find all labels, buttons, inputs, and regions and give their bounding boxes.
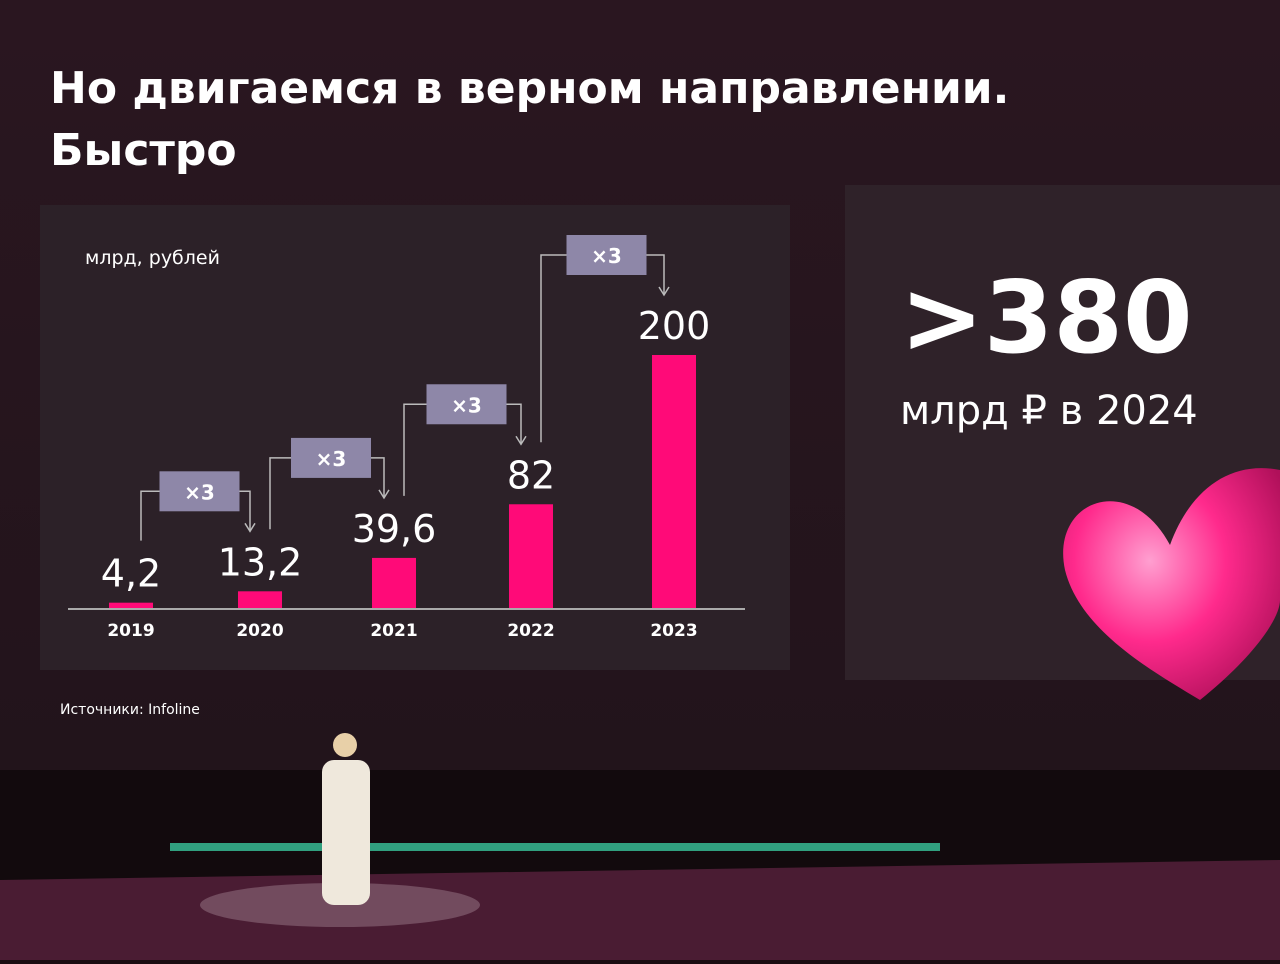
- arrowhead: [378, 489, 390, 500]
- x-tick-label: 2019: [107, 621, 154, 641]
- annotation: ×3: [451, 393, 482, 417]
- bar: [109, 602, 153, 608]
- arrowhead: [515, 435, 527, 446]
- annotation-box: [291, 437, 371, 478]
- connector: [140, 490, 251, 541]
- y-label: млрд, рублей: [85, 247, 220, 269]
- connector: [540, 254, 665, 443]
- callout-caption: млрд ₽ в 2024: [900, 388, 1198, 434]
- bar: [509, 504, 553, 608]
- heart: [1063, 468, 1280, 700]
- value-label: 39,6: [352, 507, 437, 551]
- arrowhead: [244, 522, 256, 533]
- callout-value: >380: [900, 259, 1193, 376]
- source: Источники: Infoline: [60, 702, 200, 718]
- value-label: 13,2: [218, 540, 303, 584]
- speaker-head: [333, 733, 357, 757]
- x-tick-label: 2022: [507, 621, 554, 641]
- value-label: 4,2: [101, 552, 161, 596]
- annotation: ×3: [316, 447, 347, 471]
- connector: [269, 457, 385, 530]
- bar: [652, 355, 696, 608]
- annotation-box: [426, 384, 507, 425]
- value-label: 200: [638, 304, 711, 348]
- bar: [238, 591, 282, 608]
- annotation-box: [566, 235, 647, 275]
- annotation-box: [159, 471, 240, 512]
- arrowhead: [658, 286, 670, 297]
- subtitle: Быстро: [50, 125, 237, 176]
- annotation: ×3: [184, 480, 215, 504]
- bar: [372, 557, 416, 608]
- annotation: ×3: [591, 244, 622, 268]
- connector: [403, 403, 522, 496]
- x-tick-label: 2021: [370, 621, 417, 641]
- x-tick-label: 2023: [650, 621, 697, 641]
- stage-lights: [170, 843, 940, 851]
- title: Но двигаемся в верном направлении.: [50, 63, 1009, 114]
- x-tick-label: 2020: [236, 621, 283, 641]
- value-label: 82: [507, 453, 555, 497]
- speaker: [322, 760, 370, 905]
